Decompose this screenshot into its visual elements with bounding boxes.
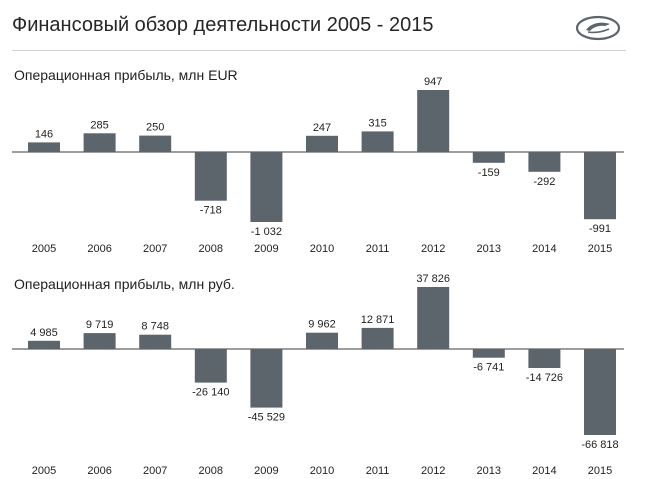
x-tick-2006: 2006 xyxy=(87,465,111,477)
x-tick-2005: 2005 xyxy=(32,465,56,477)
chart-title: Операционная прибыль, млн руб. xyxy=(14,276,235,292)
data-label-2009: -45 529 xyxy=(248,412,285,424)
bar-2010 xyxy=(306,135,338,152)
page-title: Финансовый обзор деятельности 2005 - 201… xyxy=(12,14,434,36)
chart-title: Операционная прибыль, млн EUR xyxy=(14,67,238,83)
x-tick-2015: 2015 xyxy=(588,465,612,477)
x-tick-2009: 2009 xyxy=(254,243,278,255)
bar-2008 xyxy=(194,152,227,201)
x-tick-2015: 2015 xyxy=(588,243,612,255)
bar-2009 xyxy=(250,152,283,222)
x-tick-2011: 2011 xyxy=(366,465,390,477)
lada-boat-logo-icon xyxy=(575,15,621,41)
operating-profit-eur-chart: Операционная прибыль, млн EUR 146 2005 285… xyxy=(12,67,624,255)
bar-2009 xyxy=(250,349,283,408)
x-tick-2007: 2007 xyxy=(143,243,167,255)
bar-2006 xyxy=(83,133,116,152)
x-tick-2005: 2005 xyxy=(32,243,56,255)
data-label-2014: -292 xyxy=(533,176,555,188)
data-label-2015: -66 818 xyxy=(581,439,618,451)
bar-2014 xyxy=(528,349,561,368)
x-tick-2006: 2006 xyxy=(87,243,111,255)
x-tick-2009: 2009 xyxy=(254,465,278,477)
data-label-2012: 37 826 xyxy=(416,273,450,285)
bar-2013 xyxy=(472,349,505,358)
data-label-2014: -14 726 xyxy=(526,372,563,384)
data-label-2006: 285 xyxy=(90,119,108,131)
bar-2015 xyxy=(584,152,616,220)
bar-2011 xyxy=(361,327,394,349)
data-label-2010: 247 xyxy=(313,122,331,134)
bar-2006 xyxy=(83,333,116,349)
bar-2008 xyxy=(194,349,227,383)
x-tick-2011: 2011 xyxy=(366,243,390,255)
data-label-2005: 146 xyxy=(35,128,53,140)
data-label-2008: -718 xyxy=(200,205,222,217)
data-label-2012: 947 xyxy=(424,76,442,88)
data-label-2013: -6 741 xyxy=(473,362,504,374)
data-label-2011: 315 xyxy=(368,117,386,129)
data-label-2010: 9 962 xyxy=(308,319,336,331)
data-label-2013: -159 xyxy=(478,167,500,179)
data-label-2007: 8 748 xyxy=(141,321,169,333)
x-tick-2014: 2014 xyxy=(532,243,556,255)
x-tick-2007: 2007 xyxy=(143,465,167,477)
data-label-2007: 250 xyxy=(146,122,164,134)
data-label-2006: 9 719 xyxy=(86,319,114,331)
bar-2015 xyxy=(584,349,616,435)
x-tick-2014: 2014 xyxy=(532,465,556,477)
operating-profit-rub-chart: Операционная прибыль, млн руб. 4 985 2005… xyxy=(12,273,624,477)
bar-2012 xyxy=(417,90,450,152)
bar-2005 xyxy=(28,340,60,349)
data-label-2005: 4 985 xyxy=(30,327,58,339)
data-label-2008: -26 140 xyxy=(192,387,229,399)
x-tick-2012: 2012 xyxy=(421,243,445,255)
bar-2011 xyxy=(361,131,394,152)
bar-2012 xyxy=(417,287,450,349)
bar-2010 xyxy=(306,332,338,349)
bar-2007 xyxy=(139,135,172,152)
x-tick-2013: 2013 xyxy=(477,465,501,477)
title-divider xyxy=(12,50,626,51)
x-tick-2010: 2010 xyxy=(310,243,334,255)
x-tick-2008: 2008 xyxy=(199,243,223,255)
x-tick-2008: 2008 xyxy=(199,465,223,477)
x-tick-2012: 2012 xyxy=(421,465,445,477)
data-label-2009: -1 032 xyxy=(251,226,282,238)
bar-2005 xyxy=(28,142,60,152)
x-tick-2010: 2010 xyxy=(310,465,334,477)
data-label-2011: 12 871 xyxy=(361,314,395,326)
x-tick-2013: 2013 xyxy=(477,243,501,255)
bar-2014 xyxy=(528,152,561,172)
bar-2013 xyxy=(472,152,505,163)
data-label-2015: -991 xyxy=(589,223,611,235)
bar-2007 xyxy=(139,334,172,349)
